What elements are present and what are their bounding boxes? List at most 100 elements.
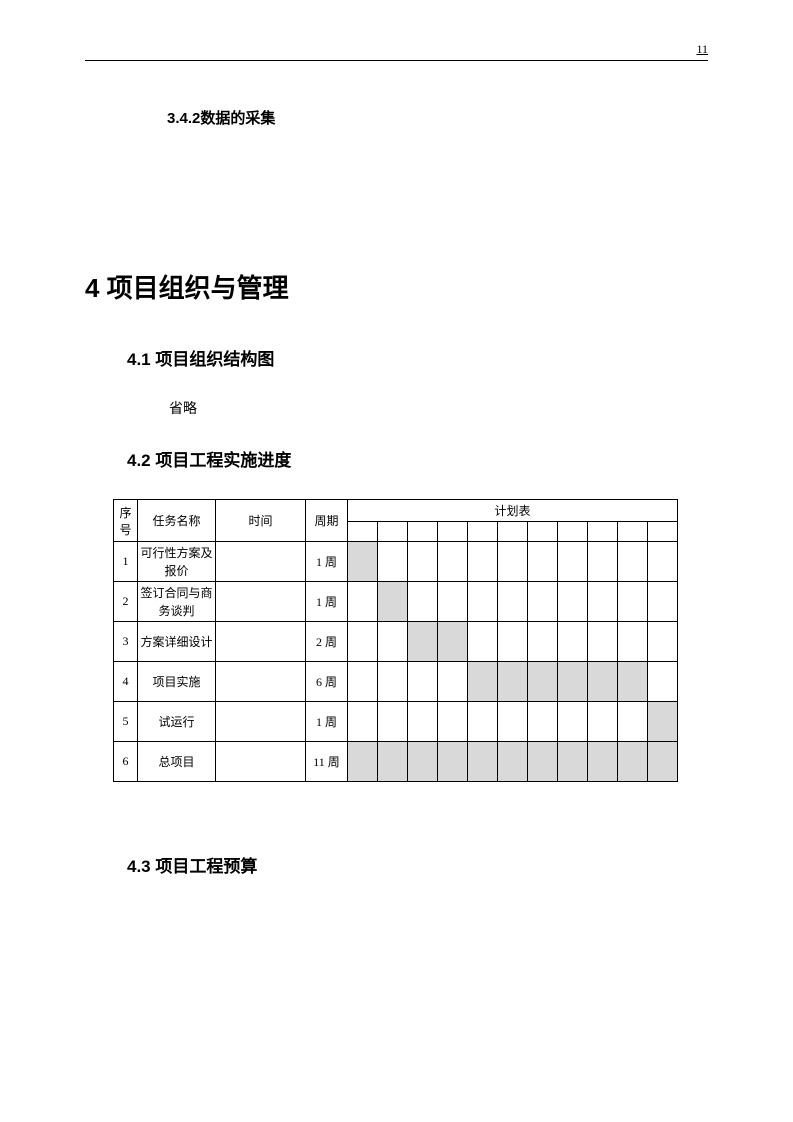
gantt-cell <box>528 742 558 782</box>
gantt-cell <box>438 702 468 742</box>
table-row: 1可行性方案及报价 1 周 <box>114 542 678 582</box>
header-task: 任务名称 <box>138 500 216 542</box>
gantt-table: 序号 任务名称 时间 周期 计划表 1可行性方案及报价1 周2签订合同与商务谈判… <box>113 499 678 782</box>
cell-period: 2 周 <box>306 622 348 662</box>
table-row: 6总项目11 周 <box>114 742 678 782</box>
cell-task: 可行性方案及报价 <box>138 542 216 582</box>
gantt-cell <box>468 662 498 702</box>
gantt-header-cell <box>468 522 498 542</box>
gantt-header-cell <box>528 522 558 542</box>
gantt-header-cell <box>378 522 408 542</box>
gantt-cell <box>438 662 468 702</box>
gantt-cell <box>378 702 408 742</box>
gantt-cell <box>348 542 378 582</box>
gantt-cell <box>618 742 648 782</box>
gantt-cell <box>348 742 378 782</box>
cell-seq: 1 <box>114 542 138 582</box>
cell-seq: 5 <box>114 702 138 742</box>
cell-time <box>216 662 306 702</box>
gantt-cell <box>648 702 678 742</box>
cell-time <box>216 622 306 662</box>
gantt-cell <box>588 622 618 662</box>
cell-period: 1 周 <box>306 542 348 582</box>
cell-period: 1 周 <box>306 582 348 622</box>
gantt-cell <box>618 582 648 622</box>
gantt-cell <box>618 622 648 662</box>
header-period: 周期 <box>306 500 348 542</box>
gantt-cell <box>528 702 558 742</box>
gantt-cell <box>408 742 438 782</box>
header-time: 时间 <box>216 500 306 542</box>
gantt-cell <box>648 662 678 702</box>
gantt-cell <box>348 622 378 662</box>
gantt-cell <box>468 742 498 782</box>
gantt-header-cell <box>648 522 678 542</box>
gantt-cell <box>588 662 618 702</box>
gantt-header-cell <box>438 522 468 542</box>
gantt-cell <box>558 582 588 622</box>
gantt-cell <box>588 582 618 622</box>
gantt-header-cell <box>588 522 618 542</box>
cell-seq: 4 <box>114 662 138 702</box>
gantt-cell <box>348 702 378 742</box>
gantt-cell <box>378 542 408 582</box>
table-row: 3方案详细设计 2 周 <box>114 622 678 662</box>
heading-42: 4.2 项目工程实施进度 <box>127 446 708 471</box>
gantt-cell <box>558 742 588 782</box>
gantt-cell <box>618 662 648 702</box>
table-row: 4项目实施6 周 <box>114 662 678 702</box>
gantt-cell <box>558 622 588 662</box>
gantt-cell <box>468 702 498 742</box>
cell-task: 试运行 <box>138 702 216 742</box>
gantt-header-cell <box>558 522 588 542</box>
gantt-cell <box>528 542 558 582</box>
page-number: 11 <box>696 42 708 57</box>
cell-task: 签订合同与商务谈判 <box>138 582 216 622</box>
table-row: 5试运行1 周 <box>114 702 678 742</box>
cell-task: 方案详细设计 <box>138 622 216 662</box>
gantt-cell <box>438 582 468 622</box>
cell-task: 项目实施 <box>138 662 216 702</box>
gantt-cell <box>498 582 528 622</box>
gantt-cell <box>528 622 558 662</box>
cell-period: 11 周 <box>306 742 348 782</box>
heading-342: 3.4.2数据的采集 <box>167 107 708 128</box>
table-header-row: 序号 任务名称 时间 周期 计划表 <box>114 500 678 522</box>
header-plan: 计划表 <box>348 500 678 522</box>
heading-41: 4.1 项目组织结构图 <box>127 345 708 370</box>
gantt-header-cell <box>618 522 648 542</box>
gantt-cell <box>618 542 648 582</box>
gantt-cell <box>498 662 528 702</box>
gantt-cell <box>588 702 618 742</box>
gantt-header-cell <box>348 522 378 542</box>
gantt-cell <box>438 742 468 782</box>
cell-seq: 3 <box>114 622 138 662</box>
heading-43: 4.3 项目工程预算 <box>127 852 708 877</box>
gantt-cell <box>408 582 438 622</box>
gantt-cell <box>648 582 678 622</box>
gantt-cell <box>648 622 678 662</box>
gantt-cell <box>498 542 528 582</box>
gantt-header-cell <box>408 522 438 542</box>
gantt-cell <box>348 582 378 622</box>
gantt-cell <box>408 662 438 702</box>
gantt-cell <box>378 662 408 702</box>
cell-task: 总项目 <box>138 742 216 782</box>
table-row: 2签订合同与商务谈判1 周 <box>114 582 678 622</box>
gantt-cell <box>648 742 678 782</box>
gantt-cell <box>438 542 468 582</box>
gantt-cell <box>468 542 498 582</box>
gantt-cell <box>528 582 558 622</box>
gantt-cell <box>498 742 528 782</box>
gantt-cell <box>558 662 588 702</box>
gantt-cell <box>378 582 408 622</box>
heading-chapter-4: 4 项目组织与管理 <box>85 268 708 305</box>
gantt-cell <box>648 542 678 582</box>
cell-time <box>216 702 306 742</box>
gantt-cell <box>498 622 528 662</box>
gantt-cell <box>618 702 648 742</box>
gantt-cell <box>558 702 588 742</box>
gantt-cell <box>348 662 378 702</box>
gantt-cell <box>378 742 408 782</box>
cell-time <box>216 742 306 782</box>
